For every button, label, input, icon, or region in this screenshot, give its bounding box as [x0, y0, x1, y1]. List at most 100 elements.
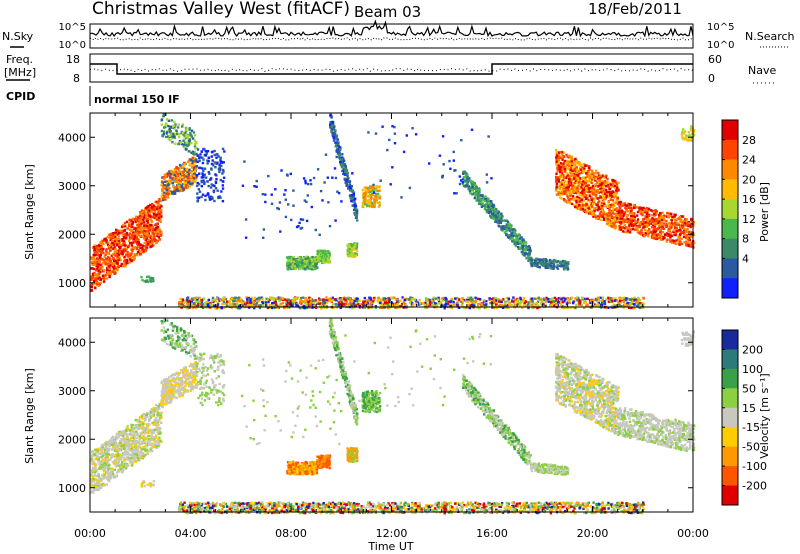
power-cell: [355, 211, 359, 215]
power-cell: [368, 201, 372, 204]
power-cell: [124, 221, 127, 225]
power-cell: [593, 303, 597, 306]
power-cell: [104, 257, 108, 261]
power-cell: [655, 211, 658, 215]
power-cell: [311, 265, 315, 268]
power-cell: [145, 236, 148, 239]
power-cell: [109, 238, 112, 242]
power-cell: [195, 173, 198, 177]
power-cell: [344, 181, 347, 184]
power-cell: [154, 206, 157, 209]
power-cell: [320, 257, 323, 261]
power-cell: [658, 213, 661, 217]
power-cell: [642, 206, 645, 210]
power-cell: [583, 297, 586, 301]
power-cell: [100, 277, 103, 280]
power-cell: [178, 189, 181, 193]
power-cell: [183, 133, 187, 137]
power-cell: [579, 206, 583, 209]
power-cell: [138, 230, 141, 234]
power-cell: [363, 186, 366, 189]
power-cell: [240, 299, 243, 302]
power-cell: [665, 240, 668, 243]
power-cell: [590, 198, 593, 202]
power-cell: [579, 163, 583, 166]
power-cell: [182, 143, 185, 147]
power-cell: [113, 271, 116, 274]
power-cell: [93, 246, 96, 249]
power-cell: [620, 221, 623, 224]
power-cell: [90, 257, 93, 261]
power-cell: [92, 257, 95, 260]
power-cell: [611, 209, 615, 213]
power-cell: [141, 214, 144, 217]
cpid-mode: normal 150 IF: [94, 93, 180, 106]
power-cell: [661, 211, 664, 214]
power-cell: [345, 300, 348, 303]
power-cell: [561, 158, 564, 161]
power-cell: [657, 215, 661, 218]
power-cell: [182, 188, 185, 191]
power-cell: [353, 212, 356, 215]
power-cell: [529, 248, 532, 252]
power-cell: [142, 221, 145, 224]
power-cell: [173, 120, 176, 123]
power-cell: [538, 265, 541, 269]
power-cell: [522, 238, 525, 241]
power-cell: [187, 143, 190, 147]
power-cell: [555, 260, 559, 264]
power-cell: [114, 259, 117, 262]
power-cell: [160, 123, 164, 126]
power-cell: [570, 202, 574, 206]
power-cell: [681, 136, 684, 139]
power-cell: [557, 176, 560, 179]
power-cell: [156, 225, 159, 229]
power-cell: [296, 261, 299, 264]
power-cell: [642, 226, 645, 229]
power-cell: [112, 235, 116, 239]
power-cell: [574, 191, 577, 195]
power-cell: [634, 220, 637, 223]
power-cell: [116, 267, 119, 271]
power-cell: [591, 189, 594, 193]
power-cell: [132, 246, 135, 249]
power-cell: [665, 219, 668, 223]
power-cell: [337, 151, 340, 154]
power-cell: [321, 252, 324, 255]
power-cell: [128, 254, 131, 257]
power-cell: [509, 237, 512, 241]
power-cell: [651, 233, 654, 236]
power-cell: [462, 178, 465, 181]
power-cell: [115, 253, 118, 256]
power-cell: [605, 194, 608, 197]
power-cell: [599, 187, 602, 191]
power-cell: [150, 227, 154, 230]
power-cell: [213, 153, 216, 157]
power-cell: [557, 186, 561, 189]
power-cell: [131, 249, 134, 253]
power-cell: [565, 193, 568, 196]
power-cell: [590, 175, 593, 178]
power-cell: [569, 184, 572, 187]
power-cell: [131, 241, 134, 244]
power-cell: [317, 250, 320, 254]
power-cell: [624, 211, 627, 214]
power-cell: [590, 173, 593, 176]
power-cell: [108, 247, 111, 250]
power-cell: [94, 258, 97, 262]
power-cell: [677, 235, 680, 239]
power-cell: [596, 206, 599, 209]
power-cell: [201, 167, 204, 170]
power-cell: [147, 205, 150, 208]
power-cell: [557, 264, 561, 267]
power-cell: [582, 191, 586, 194]
power-cell: [346, 249, 349, 252]
power-cell: [624, 230, 628, 234]
power-cell: [139, 234, 142, 237]
power-cell: [139, 212, 142, 215]
power-cell: [568, 177, 571, 181]
power-cell: [584, 181, 588, 185]
power-cell: [616, 197, 619, 201]
power-cell: [103, 255, 106, 258]
power-cell: [307, 262, 310, 266]
